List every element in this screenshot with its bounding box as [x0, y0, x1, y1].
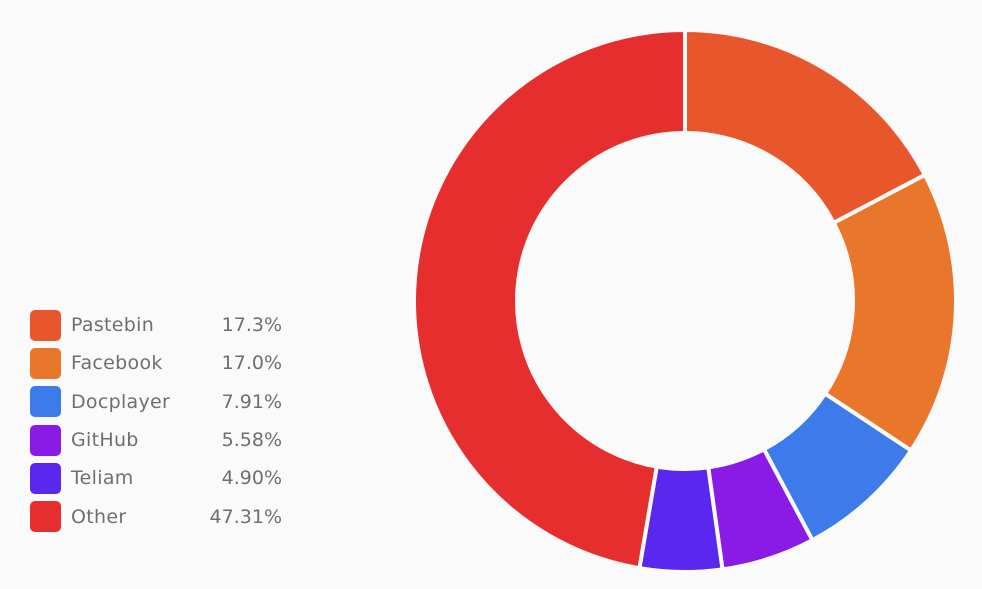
legend-value: 17.0%: [221, 352, 282, 375]
legend-value: 17.3%: [221, 314, 282, 337]
legend-item[interactable]: Other 47.31%: [30, 497, 282, 535]
legend-swatch: [30, 424, 61, 456]
legend-swatch: [30, 347, 61, 379]
legend-item[interactable]: GitHub 5.58%: [30, 421, 282, 459]
legend-label: Docplayer: [71, 390, 171, 413]
legend-value: 5.58%: [221, 429, 282, 452]
legend-label: Pastebin: [71, 314, 155, 337]
legend-item[interactable]: Teliam 4.90%: [30, 459, 282, 497]
legend-label: Teliam: [71, 467, 134, 490]
slice-pastebin[interactable]: [683, 27, 928, 226]
slice-facebook[interactable]: [822, 172, 958, 454]
legend-value: 47.31%: [209, 505, 282, 528]
legend-swatch: [30, 386, 61, 418]
legend-swatch: [30, 309, 61, 341]
legend-item[interactable]: Docplayer 7.91%: [30, 383, 282, 421]
legend-value: 4.90%: [221, 467, 282, 490]
legend-value: 7.91%: [221, 390, 282, 413]
legend-item[interactable]: Facebook 17.0%: [30, 344, 282, 382]
legend-label: GitHub: [71, 429, 139, 452]
legend-swatch: [30, 462, 61, 494]
chart-legend: Pastebin 17.3% Facebook 17.0% Docplayer 7.91%…: [30, 306, 282, 536]
legend-item[interactable]: Pastebin 17.3%: [30, 306, 282, 344]
legend-label: Other: [71, 505, 127, 528]
legend-swatch: [30, 501, 61, 533]
legend-label: Facebook: [71, 352, 163, 375]
slice-other[interactable]: [412, 27, 687, 571]
